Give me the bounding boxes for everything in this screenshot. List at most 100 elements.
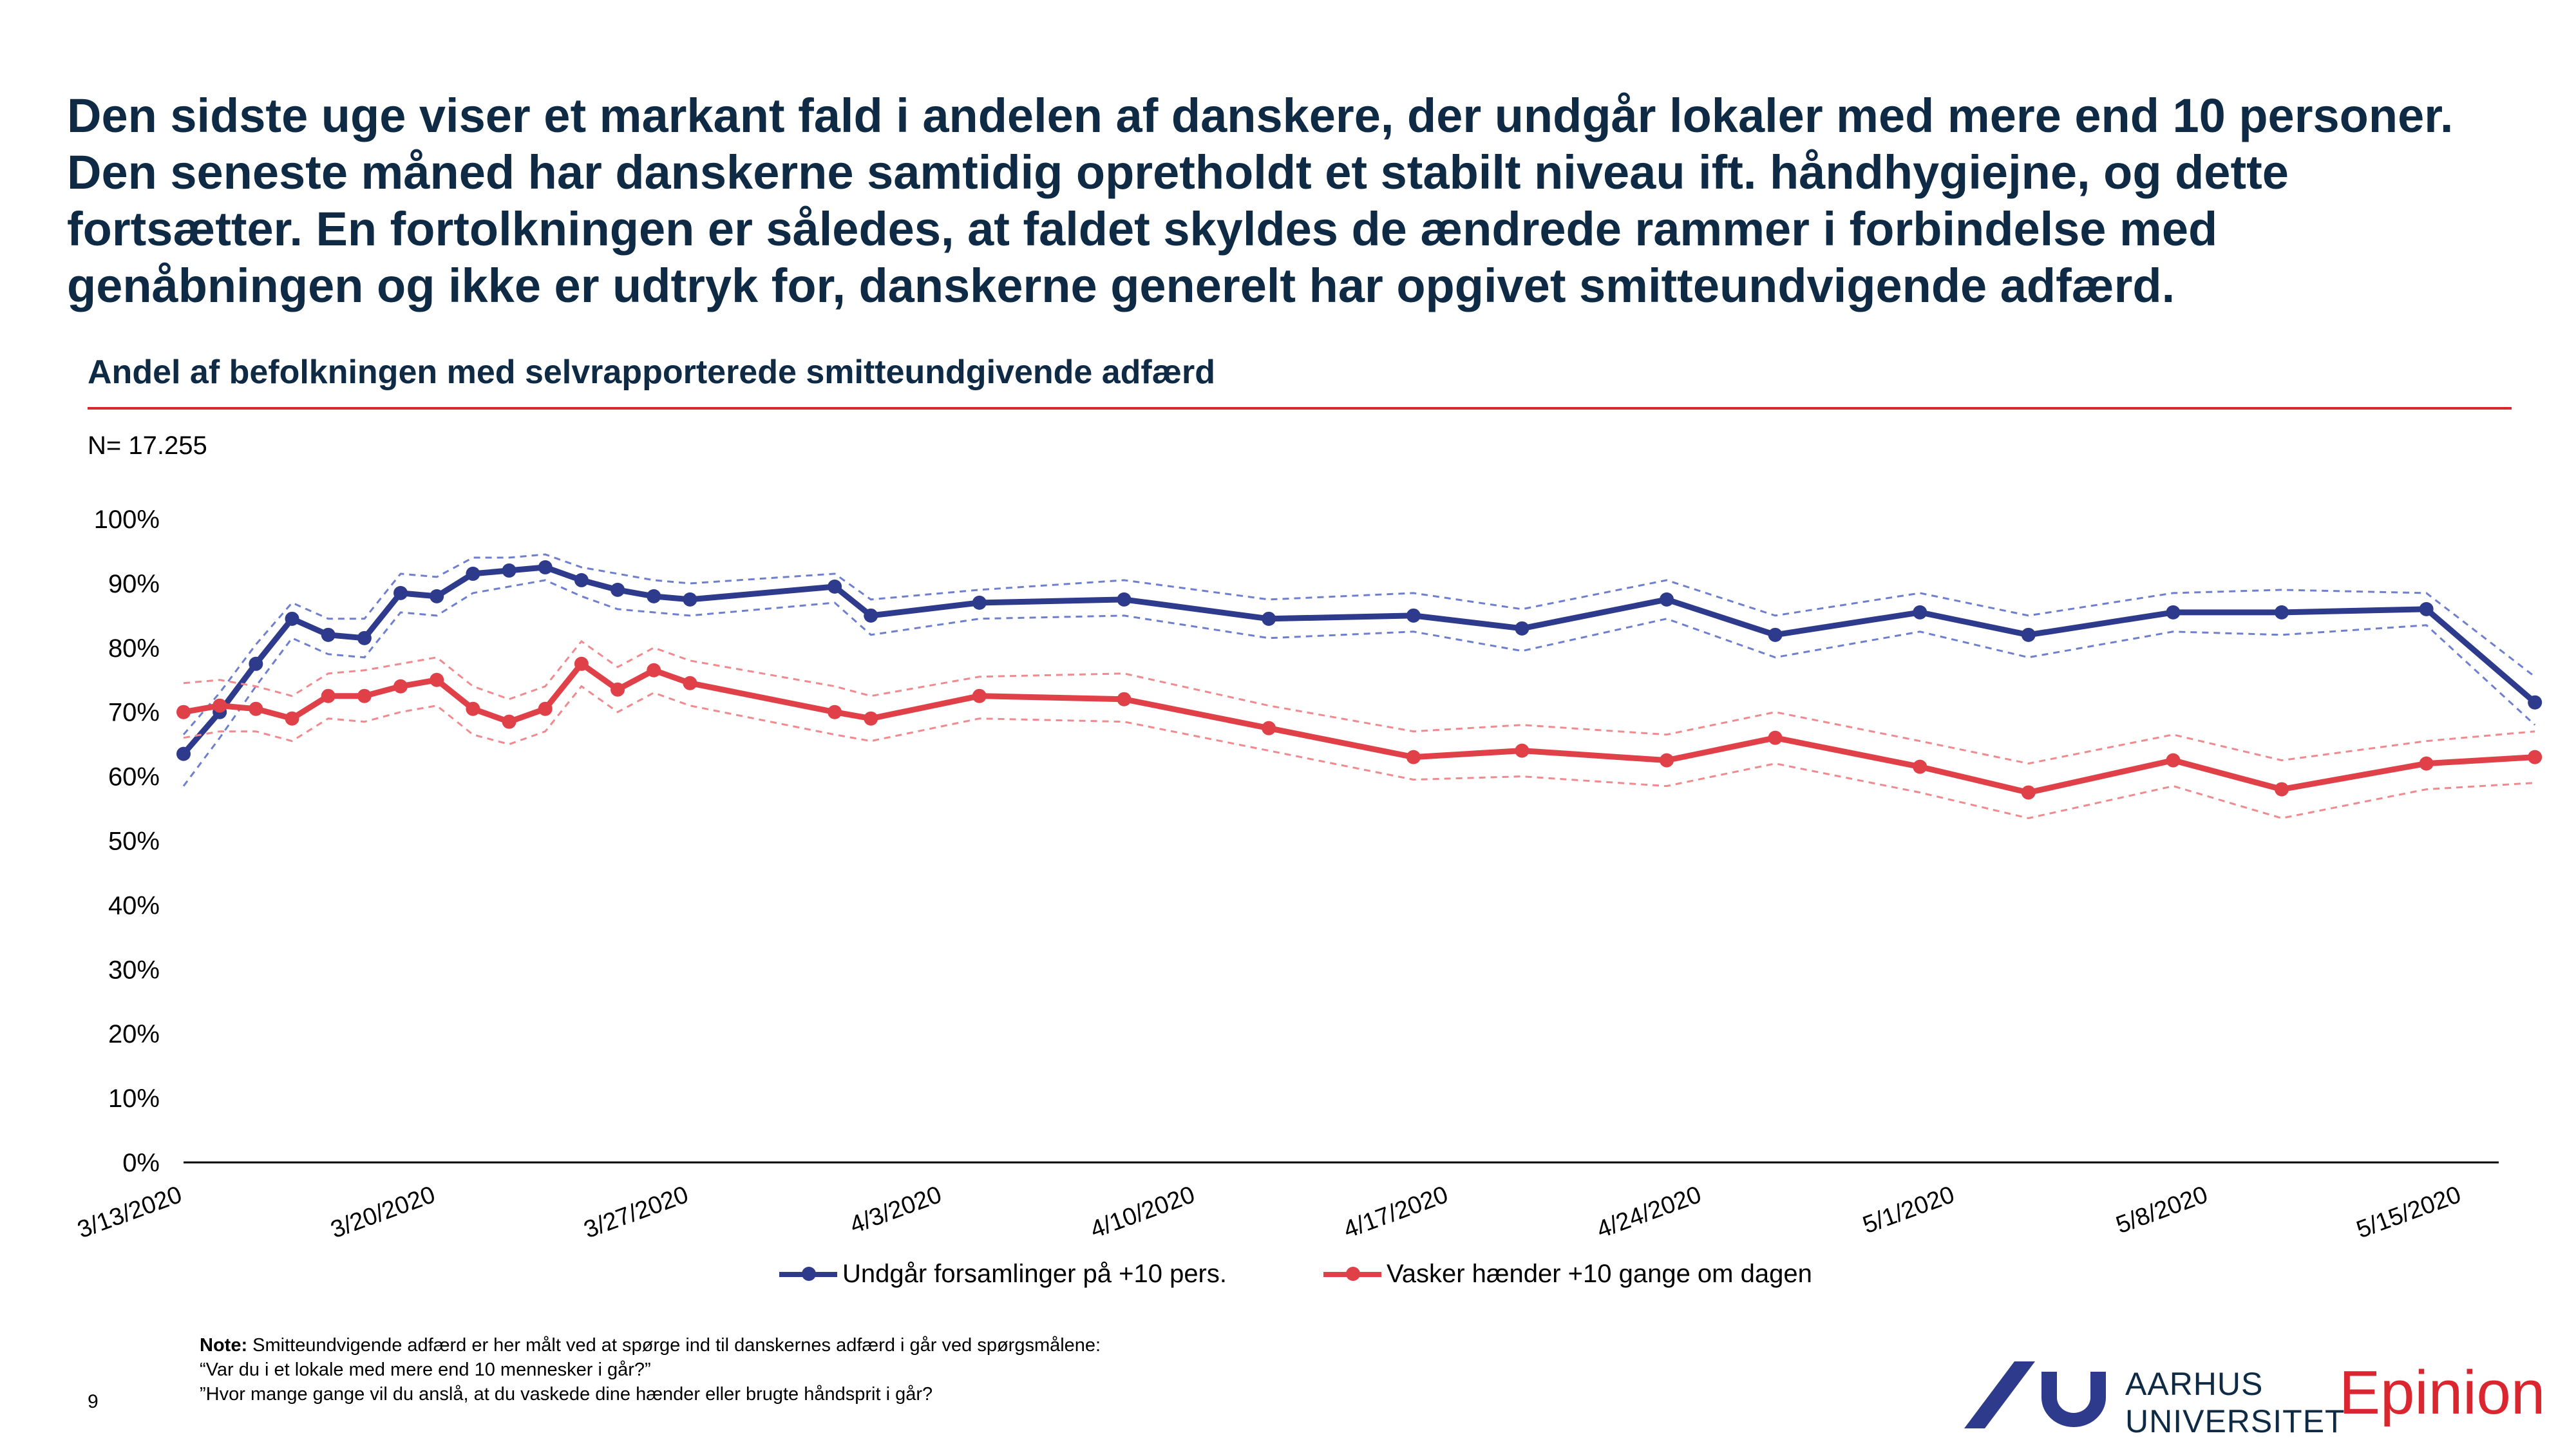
- sample-size: N= 17.255: [88, 431, 207, 460]
- series-line: [183, 661, 2535, 796]
- y-tick-label: 20%: [108, 1020, 160, 1048]
- au-wordmark: AARHUS UNIVERSITET: [2125, 1365, 2345, 1440]
- data-point: [2419, 601, 2434, 616]
- legend-swatch-blue: [779, 1266, 837, 1281]
- data-point: [864, 711, 878, 726]
- data-point: [213, 698, 227, 713]
- data-point: [1262, 721, 1276, 735]
- data-point: [647, 589, 661, 603]
- x-tick-label: 3/13/2020: [74, 1181, 185, 1244]
- data-point: [574, 573, 589, 587]
- data-point: [972, 688, 987, 703]
- data-point: [466, 566, 480, 581]
- y-tick-label: 80%: [108, 634, 160, 663]
- epinion-logo: Epinion: [2339, 1358, 2546, 1427]
- note-line-1: Smitteundvigende adfærd er her målt ved …: [247, 1335, 1101, 1356]
- x-tick-label: 4/24/2020: [1593, 1181, 1705, 1244]
- y-tick-label: 60%: [108, 763, 160, 791]
- data-point: [972, 595, 987, 610]
- y-tick-label: 40%: [108, 891, 160, 920]
- data-point: [393, 585, 408, 600]
- data-point: [2528, 750, 2543, 764]
- data-point: [864, 608, 878, 623]
- x-tick-label: 3/20/2020: [327, 1181, 439, 1244]
- data-point: [1406, 608, 1421, 623]
- x-tick-label: 4/17/2020: [1340, 1181, 1452, 1244]
- data-point: [249, 656, 263, 671]
- y-tick-label: 90%: [108, 570, 160, 598]
- legend: Undgår forsamlinger på +10 pers. Vasker …: [779, 1260, 1909, 1289]
- data-point: [683, 592, 697, 607]
- data-point: [176, 746, 191, 761]
- data-point: [502, 563, 516, 578]
- y-tick-label: 0%: [122, 1149, 160, 1177]
- chart-subtitle: Andel af befolkningen med selvrapportere…: [88, 354, 1215, 391]
- au-line-1: AARHUS: [2125, 1366, 2264, 1402]
- note-line-3: ”Hvor mange gange vil du anslå, at du va…: [200, 1384, 933, 1405]
- data-point: [828, 705, 842, 719]
- x-tick-label: 5/15/2020: [2353, 1181, 2465, 1244]
- x-tick-label: 5/8/2020: [2112, 1181, 2211, 1239]
- data-point: [2419, 756, 2434, 771]
- legend-item-red: Vasker hænder +10 gange om dagen: [1323, 1260, 1812, 1289]
- data-point: [1262, 611, 1276, 626]
- note-line-2: “Var du i et lokale med mere end 10 menn…: [200, 1359, 651, 1380]
- x-tick-label: 5/1/2020: [1859, 1181, 1958, 1239]
- data-point: [683, 676, 697, 690]
- confidence-lower-line: [183, 685, 2535, 820]
- data-point: [1117, 592, 1132, 607]
- data-point: [2021, 785, 2036, 800]
- au-line-2: UNIVERSITET: [2125, 1403, 2345, 1439]
- y-tick-label: 10%: [108, 1084, 160, 1113]
- legend-label-blue: Undgår forsamlinger på +10 pers.: [842, 1260, 1227, 1288]
- data-point: [321, 688, 336, 703]
- data-point: [1515, 621, 1530, 636]
- y-tick-label: 50%: [108, 828, 160, 856]
- data-point: [2528, 695, 2543, 710]
- data-point: [2166, 605, 2181, 620]
- data-point: [430, 589, 444, 603]
- data-point: [285, 711, 299, 726]
- footnote: Note: Smitteundvigende adfærd er her mål…: [200, 1333, 1101, 1406]
- data-point: [357, 630, 372, 645]
- data-point: [1660, 753, 1674, 768]
- data-point: [176, 705, 191, 719]
- data-point: [502, 714, 516, 729]
- data-point: [1913, 759, 1927, 774]
- x-tick-label: 4/10/2020: [1087, 1181, 1198, 1244]
- note-label: Note:: [200, 1335, 248, 1356]
- data-point: [1117, 692, 1132, 706]
- data-point: [2021, 627, 2036, 642]
- series-line: [181, 564, 2537, 756]
- data-point: [430, 672, 444, 687]
- data-point: [393, 679, 408, 694]
- data-point: [574, 656, 589, 671]
- data-point: [2166, 753, 2181, 768]
- divider: [88, 407, 2512, 410]
- data-point: [1768, 627, 1783, 642]
- confidence-upper-line: [183, 639, 2535, 765]
- data-point: [1660, 592, 1674, 607]
- page-number: 9: [88, 1391, 99, 1412]
- legend-item-blue: Undgår forsamlinger på +10 pers.: [779, 1260, 1227, 1289]
- headline: Den sidste uge viser et markant fald i a…: [67, 89, 2454, 312]
- data-point: [828, 579, 842, 594]
- aarhus-university-logo-icon: [1964, 1361, 2106, 1428]
- data-point: [357, 688, 372, 703]
- data-point: [249, 701, 263, 716]
- data-point: [611, 682, 625, 697]
- legend-label-red: Vasker hænder +10 gange om dagen: [1387, 1260, 1812, 1288]
- data-point: [2274, 605, 2289, 620]
- y-tick-label: 70%: [108, 699, 160, 727]
- data-point: [538, 560, 553, 574]
- data-point: [647, 663, 661, 677]
- data-point: [1913, 605, 1927, 620]
- data-point: [1406, 750, 1421, 764]
- data-point: [285, 611, 299, 626]
- y-tick-label: 100%: [94, 506, 160, 534]
- y-tick-label: 30%: [108, 956, 160, 984]
- data-point: [321, 627, 336, 642]
- data-point: [1515, 743, 1530, 758]
- data-point: [538, 701, 553, 716]
